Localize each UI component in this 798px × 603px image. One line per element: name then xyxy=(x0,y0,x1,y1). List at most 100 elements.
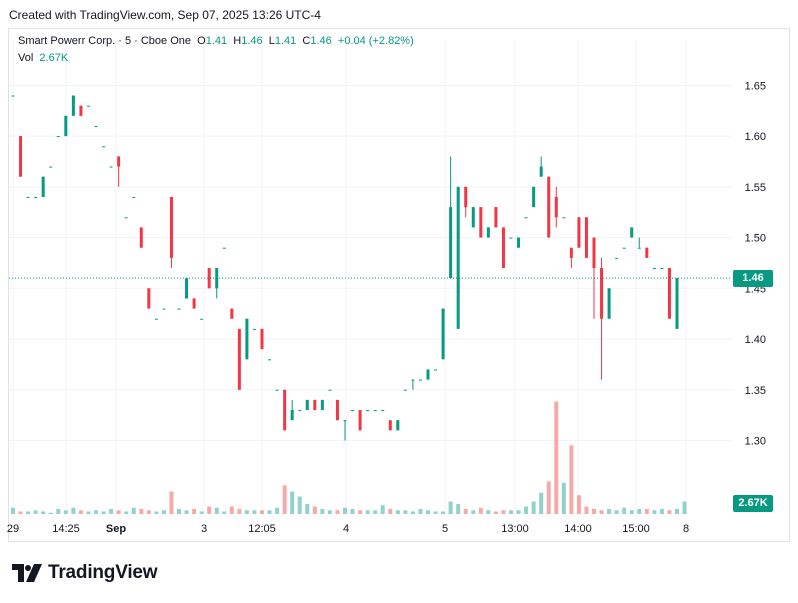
close-label: C xyxy=(302,35,311,47)
volume-bar xyxy=(426,510,430,514)
x-tick-label: 3 xyxy=(201,523,207,535)
candle-body xyxy=(373,410,377,412)
volume-bar xyxy=(501,510,506,514)
volume-bar xyxy=(539,492,544,514)
volume-bar xyxy=(86,511,91,514)
volume-bar xyxy=(614,510,619,514)
candle-body xyxy=(486,227,490,238)
candle-body xyxy=(622,247,626,249)
candle-body xyxy=(41,176,45,197)
price-axis: 1.651.601.551.501.451.401.351.30 xyxy=(745,80,766,447)
volume-bar xyxy=(244,510,249,514)
candle-body xyxy=(667,268,671,319)
candle-body xyxy=(358,410,362,431)
volume-bar xyxy=(576,495,581,514)
candle-body xyxy=(607,288,611,319)
volume-bar xyxy=(184,510,189,514)
x-tick-label: 12:05 xyxy=(248,523,276,535)
candle-body xyxy=(200,318,204,320)
volume-bar xyxy=(584,506,589,514)
volume-bar xyxy=(667,510,672,514)
time-axis: 29 14:25 Sep 3 12:05 4 5 13:00 14:00 15:00 8 xyxy=(7,523,689,535)
volume-bar xyxy=(290,491,295,514)
y-tick-label: 1.50 xyxy=(745,233,766,245)
candle-body xyxy=(26,196,30,198)
x-tick-label: 14:00 xyxy=(564,523,592,535)
change-value: +0.04 (+2.82%) xyxy=(337,35,414,47)
close-value: 1.46 xyxy=(310,35,332,47)
volume-bar xyxy=(554,401,559,514)
x-tick-label: 8 xyxy=(683,523,689,535)
volume-bar xyxy=(11,507,15,514)
candle-body xyxy=(494,207,498,228)
candle-body xyxy=(637,247,641,249)
candle-body xyxy=(124,217,128,219)
x-tick-label: 4 xyxy=(343,523,349,535)
candle-body xyxy=(237,328,241,390)
volume-bar xyxy=(418,509,423,514)
volume-bar xyxy=(592,509,596,514)
candle-body xyxy=(396,420,400,431)
tradingview-logo[interactable]: TradingView xyxy=(12,562,158,584)
candle-body xyxy=(403,389,407,391)
volume-bar xyxy=(214,507,219,514)
volume-bar xyxy=(380,505,385,514)
volume-bar xyxy=(275,507,280,514)
volume-bar xyxy=(116,510,121,514)
volume-bar xyxy=(509,510,513,514)
candle-body xyxy=(501,227,505,268)
candle-body xyxy=(298,410,302,412)
volume-bar xyxy=(199,511,204,514)
candle-body xyxy=(313,399,317,411)
candle-body xyxy=(592,237,596,268)
volume-bar xyxy=(373,510,378,514)
candle-body xyxy=(509,237,513,239)
candle-body xyxy=(471,207,475,228)
candle-body xyxy=(381,410,385,412)
candle-body xyxy=(275,389,279,391)
grid-lines xyxy=(9,40,732,515)
volume-bar xyxy=(94,510,98,514)
candle-body xyxy=(252,328,256,330)
volume-bar xyxy=(169,491,174,514)
candle-body xyxy=(517,237,521,248)
price-candles xyxy=(11,95,679,441)
last-price-badge: 1.46 xyxy=(733,269,773,287)
chart-panel[interactable] xyxy=(8,28,790,542)
candle-body xyxy=(328,389,332,391)
candle-body xyxy=(169,196,173,258)
volume-bar xyxy=(63,510,68,514)
volume-bar xyxy=(237,509,242,514)
volume-bar xyxy=(531,501,536,514)
volume-bar xyxy=(441,511,446,514)
candle-body xyxy=(418,379,422,381)
volume-bar xyxy=(41,511,46,514)
volume-bar xyxy=(410,511,415,514)
candle-body xyxy=(562,217,566,219)
volume-bar xyxy=(177,509,181,514)
candle-body xyxy=(411,379,415,381)
candle-body xyxy=(456,186,460,329)
candle-body xyxy=(230,308,234,319)
volume-bar xyxy=(335,510,340,514)
volume-bar xyxy=(282,485,287,514)
volume-bar xyxy=(267,510,272,514)
volume-bar xyxy=(569,445,574,514)
volume-bar xyxy=(652,510,657,514)
candle-body xyxy=(660,268,664,269)
candle-body xyxy=(600,268,604,319)
candle-body xyxy=(577,217,581,248)
x-tick-label: 29 xyxy=(7,523,19,535)
candle-body xyxy=(343,420,347,422)
open-value: 1.41 xyxy=(205,35,228,47)
x-tick-label: 15:00 xyxy=(622,523,650,535)
candle-body xyxy=(335,399,339,421)
x-tick-label: 5 xyxy=(442,523,448,535)
y-tick-label: 1.35 xyxy=(745,385,766,397)
candle-body xyxy=(615,257,619,259)
volume-bar xyxy=(516,510,521,514)
volume-bar xyxy=(675,509,679,514)
volume-bar xyxy=(607,509,612,514)
volume-bar xyxy=(131,507,136,514)
